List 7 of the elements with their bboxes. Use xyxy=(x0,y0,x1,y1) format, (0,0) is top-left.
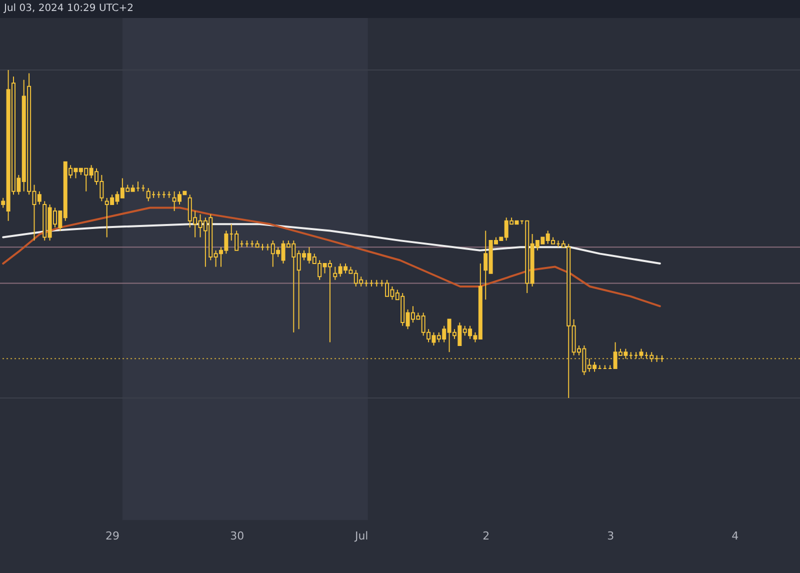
x-tick-label: 3 xyxy=(607,530,614,542)
x-tick-label: 30 xyxy=(230,530,244,542)
x-tick-label: 4 xyxy=(732,530,739,542)
x-tick-label: 29 xyxy=(106,530,120,542)
x-tick-label: 2 xyxy=(482,530,490,542)
text: Jul 03, 2024 10:29 UTC+2 xyxy=(4,3,134,14)
x-tick-label: Jul xyxy=(354,530,368,542)
